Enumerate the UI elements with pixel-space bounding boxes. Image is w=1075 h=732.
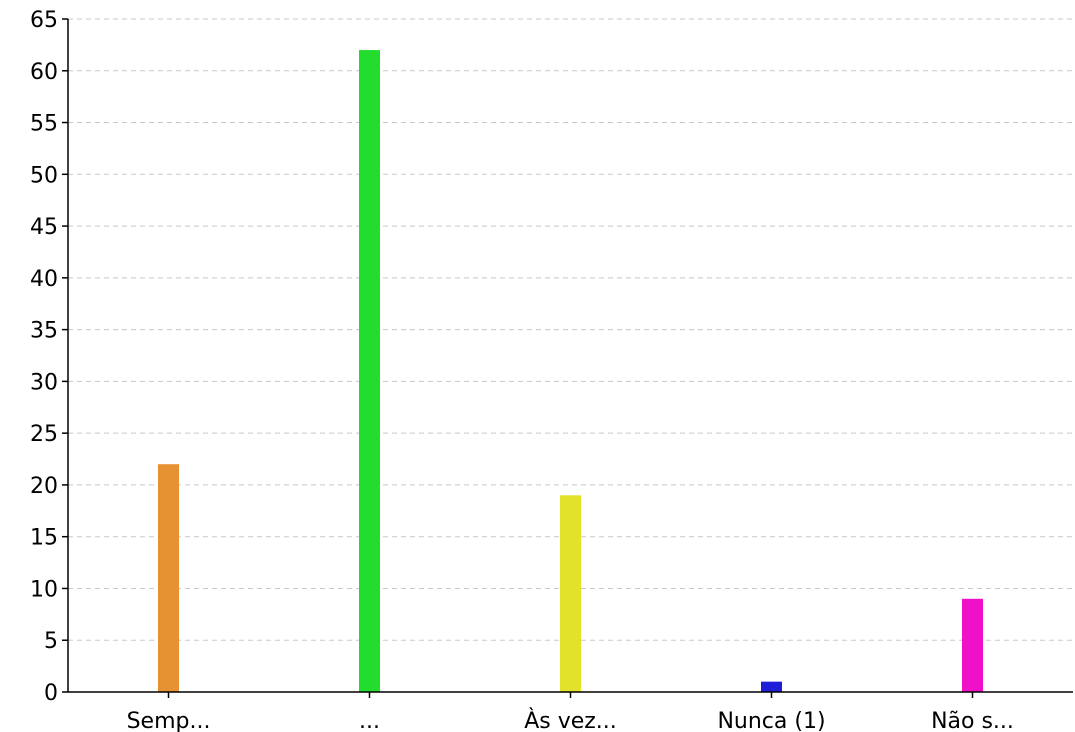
x-tick-label: Não s...: [931, 709, 1014, 732]
x-tick-label: Nunca (1): [717, 709, 825, 732]
y-tick-label: 15: [30, 526, 58, 551]
y-tick-label: 65: [30, 8, 58, 33]
x-axis-ticks: Semp...... Às vez... Nunca (1) Não s...: [127, 692, 1014, 732]
y-tick-label: 55: [30, 112, 58, 137]
y-axis-ticks: 0 5 10 15 20 25 30 35 40 45 50 55 60 65: [30, 8, 68, 706]
y-tick-label: 40: [30, 267, 58, 292]
y-tick-label: 5: [44, 629, 58, 654]
y-tick-label: 20: [30, 474, 58, 499]
x-tick-label: Semp...: [127, 709, 211, 732]
y-tick-label: 50: [30, 163, 58, 188]
bar-2: [359, 50, 380, 693]
bars: [158, 50, 983, 693]
y-tick-label: 0: [44, 681, 58, 706]
x-tick-label: ...: [359, 709, 380, 732]
y-tick-label: 10: [30, 577, 58, 602]
y-tick-label: 60: [30, 60, 58, 85]
bar-4: [761, 681, 782, 692]
x-tick-label: Às vez...: [524, 708, 617, 732]
y-tick-label: 30: [30, 370, 58, 395]
y-tick-label: 25: [30, 422, 58, 447]
y-tick-label: 45: [30, 215, 58, 240]
gridlines: [68, 18, 1073, 641]
bar-3: [560, 495, 581, 692]
bar-5: [962, 598, 983, 692]
y-tick-label: 35: [30, 319, 58, 344]
bar-1: [158, 464, 179, 692]
